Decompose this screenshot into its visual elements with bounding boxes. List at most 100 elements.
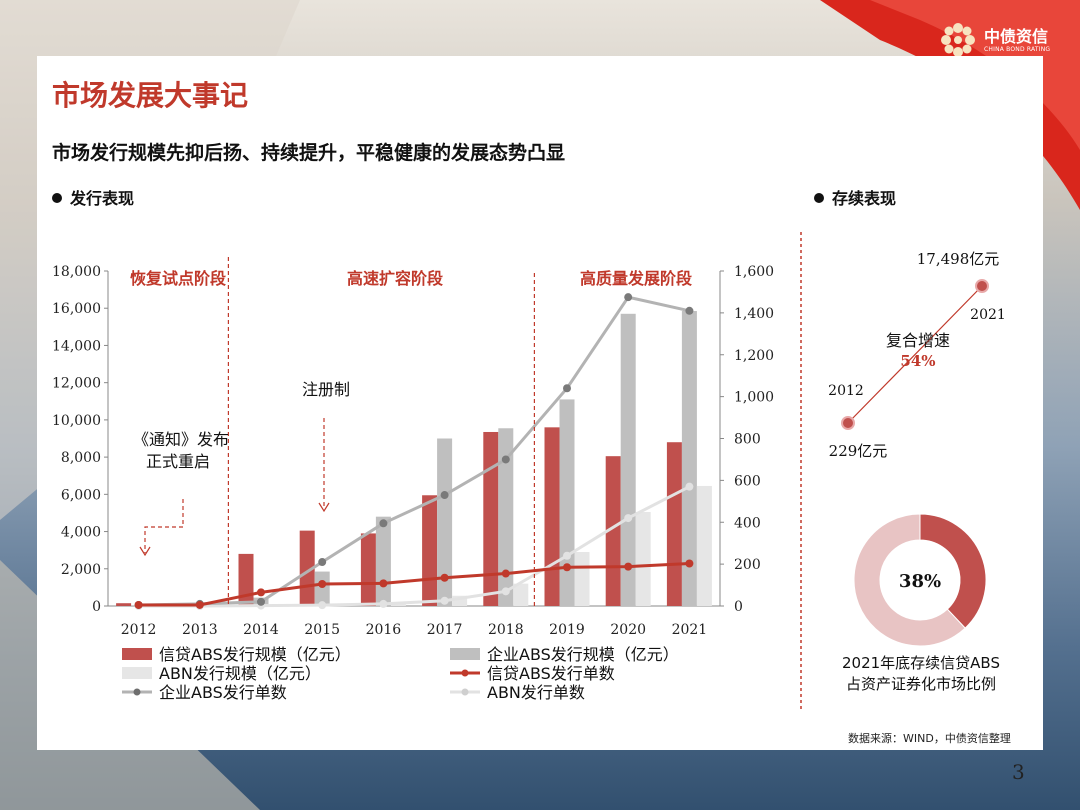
- right-tick-label: 1,000: [734, 390, 774, 406]
- bar-abn: [452, 595, 468, 606]
- annotation-notice: 《通知》发布: [133, 430, 229, 449]
- growth-rate-value: 54%: [900, 352, 935, 370]
- line-point: [257, 588, 265, 597]
- x-tick-label: 2016: [366, 622, 402, 638]
- line-point: [257, 597, 265, 606]
- legend-dot: [133, 688, 141, 696]
- annotation-arrow-head: [139, 546, 151, 557]
- donut-slice: [919, 513, 987, 629]
- left-tick-label: 10,000: [52, 413, 101, 429]
- right-tick-label: 200: [734, 557, 761, 573]
- growth-point: [975, 279, 989, 293]
- donut-caption-line1: 2021年底存续信贷ABS: [842, 654, 1000, 672]
- bar-corporate-abs: [498, 428, 514, 606]
- annotation-arrow-line: [144, 499, 184, 553]
- right-tick-label: 400: [734, 515, 761, 531]
- bar-abn: [696, 485, 712, 606]
- line-point: [563, 563, 571, 572]
- line-point: [379, 599, 388, 608]
- phase-label-recovery: 恢复试点阶段: [130, 269, 227, 288]
- page-title: 市场发展大事记: [52, 79, 249, 112]
- x-tick-label: 2015: [304, 622, 340, 638]
- year-label-2021: 2021: [970, 307, 1006, 323]
- line-point: [134, 600, 143, 609]
- line-point: [440, 596, 449, 605]
- line-point: [501, 569, 510, 578]
- legend-label: 信贷ABS发行规模（亿元）: [159, 645, 351, 664]
- right-tick-label: 800: [734, 432, 761, 448]
- x-tick-label: 2018: [488, 622, 524, 638]
- donut-caption-line2: 占资产证券化市场比例: [845, 675, 996, 693]
- line-point: [624, 562, 633, 571]
- line-point: [501, 455, 510, 464]
- page-number: 3: [1012, 760, 1025, 784]
- share-donut-chart: 38%: [853, 513, 987, 647]
- bar-abn: [574, 552, 590, 606]
- phase-label-quality: 高质量发展阶段: [580, 269, 693, 288]
- annotation-registration: 注册制: [302, 380, 350, 399]
- line-series-credit-abs-count: [138, 561, 690, 607]
- brand-logo: 中债资信 CHINA BOND RATING: [938, 20, 1050, 60]
- bar-credit-abs: [483, 431, 499, 606]
- legend-dot: [461, 669, 469, 677]
- section-divider: [800, 232, 802, 710]
- bar-credit-abs: [422, 495, 438, 606]
- line-point: [195, 600, 204, 609]
- x-tick-label: 2019: [549, 622, 585, 638]
- growth-rate-label: 复合增速: [886, 331, 950, 350]
- section-outstanding-label: 存续表现: [832, 189, 897, 208]
- legend-label: ABN发行规模（亿元）: [159, 664, 321, 683]
- bar-corporate-abs: [620, 313, 636, 606]
- line-series-abn-count: [138, 485, 691, 608]
- line-series-corporate-abs-count: [138, 295, 690, 607]
- line-point: [685, 559, 694, 568]
- bar-corporate-abs: [559, 399, 575, 606]
- left-tick-label: 6,000: [61, 487, 101, 503]
- line-point: [685, 306, 694, 315]
- logo-flower-icon: [941, 23, 975, 57]
- bullet-icon: [52, 193, 62, 203]
- line-point: [440, 573, 449, 582]
- line-point: [318, 580, 327, 589]
- annotation-arrow-head: [318, 502, 330, 513]
- year-label-2012: 2012: [828, 383, 864, 399]
- line-point: [624, 293, 633, 302]
- bar-credit-abs: [238, 553, 254, 606]
- right-tick-label: 1,600: [734, 264, 774, 280]
- line-point: [379, 579, 388, 588]
- line-point: [318, 558, 327, 567]
- bar-abn: [635, 512, 651, 606]
- bar-abn: [513, 583, 529, 606]
- legend-swatch: [450, 648, 480, 660]
- bar-credit-abs: [605, 456, 621, 606]
- legend-swatch: [122, 667, 152, 679]
- bar-corporate-abs: [314, 571, 330, 606]
- right-tick-label: 1,400: [734, 306, 774, 322]
- legend-label: 企业ABS发行单数: [159, 683, 287, 702]
- right-tick-label: 1,200: [734, 348, 774, 364]
- right-tick-label: 600: [734, 473, 761, 489]
- value-label-2021: 17,498亿元: [917, 250, 1000, 268]
- x-tick-label: 2012: [121, 622, 157, 638]
- donut-slice: [853, 513, 966, 647]
- legend-label: ABN发行单数: [487, 683, 585, 702]
- bar-corporate-abs: [437, 438, 453, 606]
- legend-swatch: [122, 648, 152, 660]
- bullet-icon: [814, 193, 824, 203]
- legend-dot: [461, 688, 469, 696]
- left-tick-label: 18,000: [52, 264, 101, 280]
- page-subtitle: 市场发行规模先抑后扬、持续提升，平稳健康的发展态势凸显: [52, 142, 566, 164]
- bar-credit-abs: [544, 427, 560, 606]
- line-point: [685, 482, 694, 491]
- x-tick-label: 2020: [610, 622, 646, 638]
- donut-center-label: 38%: [899, 571, 941, 592]
- legend-label: 信贷ABS发行单数: [487, 664, 615, 683]
- left-tick-label: 16,000: [52, 301, 101, 317]
- issuance-chart: 0 2,000 4,000 6,000 8,000 10,000 12,000 14,000 1…: [52, 257, 774, 702]
- data-source: 数据来源：WIND，中债资信整理: [848, 732, 1011, 745]
- line-point: [501, 587, 510, 596]
- section-issuance: 发行表现: [52, 185, 134, 209]
- logo-english-name: CHINA BOND RATING: [984, 45, 1051, 53]
- left-tick-label: 4,000: [61, 525, 101, 541]
- line-point: [563, 384, 571, 393]
